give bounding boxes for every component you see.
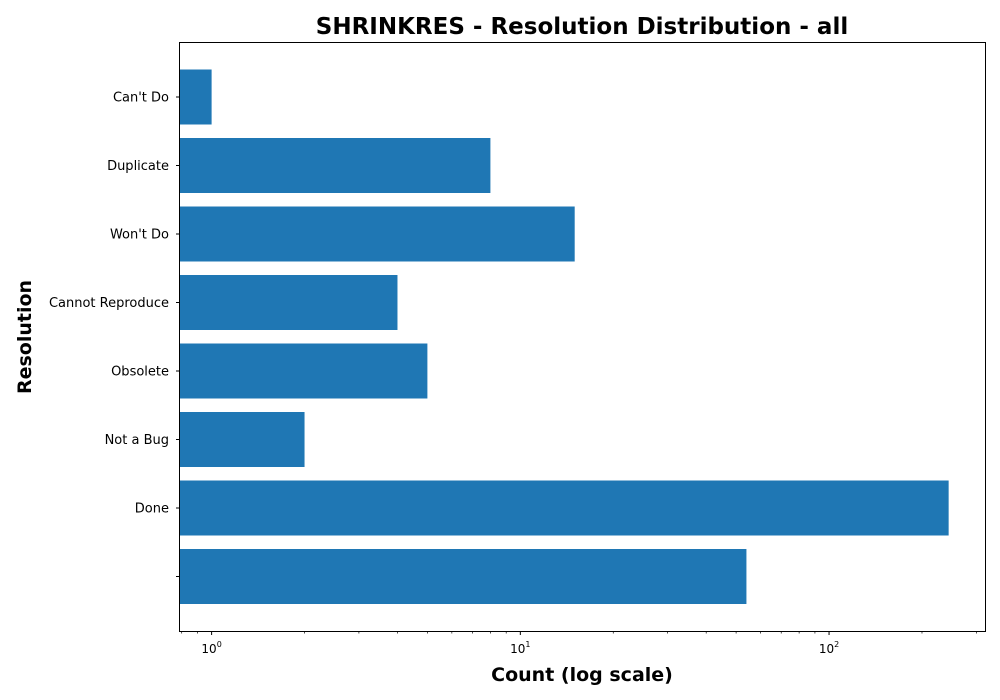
chart-title: SHRINKRES - Resolution Distribution - al… bbox=[316, 14, 848, 40]
x-tick-exponent: 0 bbox=[217, 640, 222, 649]
bar bbox=[180, 412, 305, 467]
x-tick-base: 10 bbox=[510, 642, 525, 656]
y-tick-label: Cannot Reproduce bbox=[49, 296, 169, 311]
x-tick-base: 10 bbox=[201, 642, 216, 656]
bar bbox=[180, 206, 575, 262]
bar bbox=[180, 138, 491, 193]
y-tick-label: Can't Do bbox=[113, 91, 169, 106]
y-tick-label: Not a Bug bbox=[105, 433, 169, 448]
x-tick-base: 10 bbox=[819, 642, 834, 656]
bar bbox=[180, 480, 949, 536]
y-tick-label: Duplicate bbox=[107, 159, 169, 174]
plot-frame bbox=[179, 42, 986, 632]
y-axis-label: Resolution bbox=[14, 280, 36, 394]
y-tick-label: Done bbox=[135, 502, 169, 517]
x-tick-exponent: 2 bbox=[834, 640, 839, 649]
bar bbox=[180, 549, 747, 604]
bar bbox=[180, 69, 212, 125]
bar bbox=[180, 275, 398, 330]
y-tick-label: Won't Do bbox=[110, 228, 169, 243]
x-axis-ticks: 100 101 102 bbox=[181, 631, 977, 656]
x-axis-label: Count (log scale) bbox=[491, 664, 673, 686]
x-tick-label: 102 bbox=[819, 640, 839, 656]
y-tick-label: Obsolete bbox=[111, 365, 169, 380]
x-tick-label: 100 bbox=[201, 640, 221, 656]
bar bbox=[180, 343, 428, 399]
x-tick-exponent: 1 bbox=[525, 640, 530, 649]
x-tick-label: 101 bbox=[510, 640, 530, 656]
y-axis-ticks: Done Not a Bug Obsolete Cannot Reproduce Won… bbox=[49, 91, 180, 577]
bars-group bbox=[180, 69, 949, 604]
